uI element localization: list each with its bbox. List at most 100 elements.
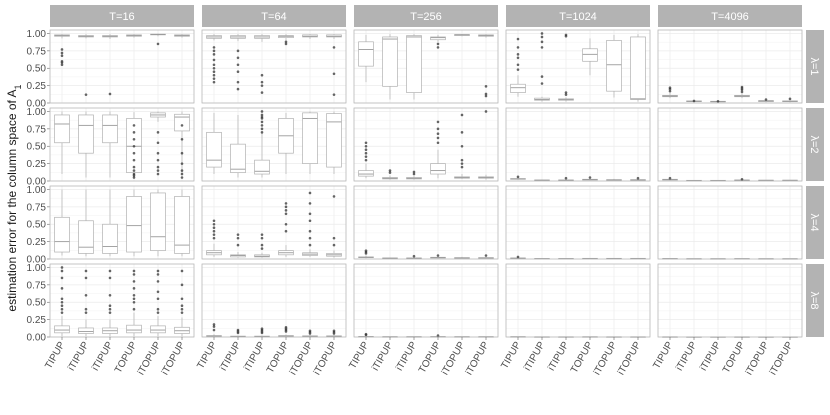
outlier-point xyxy=(60,51,64,55)
column-strip-label: T=64 xyxy=(261,11,286,23)
outlier-point xyxy=(460,144,464,148)
box-TIPUP xyxy=(54,266,70,337)
outlier-point xyxy=(212,53,216,56)
box-iqr xyxy=(230,143,246,174)
outlier-point xyxy=(308,191,312,195)
outlier-point xyxy=(156,297,160,301)
y-tick-label: 0.75 xyxy=(27,280,47,291)
outlier-point xyxy=(540,82,544,85)
panel-border xyxy=(201,263,347,338)
outlier-point xyxy=(540,40,544,44)
outlier-point xyxy=(180,172,184,176)
outlier-point xyxy=(516,56,520,60)
outlier-point xyxy=(332,236,336,240)
x-tick-label: iTOPUP xyxy=(312,340,340,377)
y-tick-label: 1.00 xyxy=(27,29,47,40)
box-iqr xyxy=(78,327,94,334)
box-TIPUP xyxy=(206,323,222,337)
panel-border xyxy=(353,185,499,260)
outlier-point xyxy=(132,137,136,141)
box-TIPUP xyxy=(510,37,526,97)
outlier-point xyxy=(668,89,672,93)
panel-λ=1-T=1024 xyxy=(505,29,651,104)
y-tick-label: 1.00 xyxy=(27,107,47,118)
box-TOPUP xyxy=(278,112,294,175)
box-iqr xyxy=(406,35,422,93)
outlier-point xyxy=(132,273,136,276)
box-iqr xyxy=(102,114,118,144)
box-TIPUP xyxy=(662,86,678,99)
x-tick-label: iTIPUP xyxy=(394,340,420,373)
outlier-point xyxy=(412,170,416,174)
outlier-point xyxy=(332,93,336,96)
box-iTOPUP xyxy=(150,189,166,257)
outlier-point xyxy=(236,236,240,240)
outlier-point xyxy=(156,42,160,46)
x-tick-label: iTIPUP xyxy=(370,340,396,373)
box-TIPUP xyxy=(358,249,374,259)
box-iTIPUP xyxy=(406,254,422,259)
outlier-point xyxy=(540,32,544,35)
panel-λ=2-T=16 xyxy=(49,107,195,182)
outlier-point xyxy=(308,212,312,216)
outlier-point xyxy=(108,276,112,280)
outlier-point xyxy=(156,141,160,145)
outlier-point xyxy=(484,85,488,88)
outlier-point xyxy=(364,158,368,162)
outlier-point xyxy=(236,56,240,60)
box-iqr xyxy=(54,325,70,334)
outlier-point xyxy=(516,255,520,259)
outlier-point xyxy=(212,73,216,77)
y-tick-label: 0.50 xyxy=(27,64,47,75)
box-TIPUP xyxy=(54,189,70,256)
panel-background xyxy=(50,186,194,259)
x-tick-label: iTOPUP xyxy=(616,340,644,377)
x-tick-label: iTIPUP xyxy=(218,340,244,373)
panel-background xyxy=(506,30,650,103)
y-tick-label: 0.50 xyxy=(27,220,47,231)
outlier-point xyxy=(132,144,136,148)
x-tick-label: TIPUP xyxy=(499,340,523,371)
column-strip-label: T=16 xyxy=(109,11,134,23)
outlier-point xyxy=(60,304,64,308)
outlier-point xyxy=(156,131,160,134)
outlier-point xyxy=(364,151,368,155)
box-TIPUP xyxy=(510,175,526,180)
panel-λ=1-T=64 xyxy=(201,29,347,104)
box-iTIPUP xyxy=(558,33,574,102)
outlier-point xyxy=(308,219,312,223)
outlier-point xyxy=(364,332,368,336)
outlier-point xyxy=(332,195,336,198)
panel-background xyxy=(50,108,194,181)
box-iqr xyxy=(358,41,374,67)
outlier-point xyxy=(260,327,264,330)
box-iqr xyxy=(510,83,526,93)
panel-background xyxy=(50,30,194,103)
panel-λ=1-T=4096 xyxy=(657,29,803,104)
panel-λ=8-T=256 xyxy=(353,263,499,338)
box-iTOPUP xyxy=(630,34,646,102)
box-iqr xyxy=(54,114,70,144)
outlier-point xyxy=(460,113,464,117)
outlier-point xyxy=(284,209,288,212)
outlier-point xyxy=(132,269,136,273)
outlier-point xyxy=(156,165,160,169)
x-tick-label: iTOPUP xyxy=(464,340,492,377)
box-TOPUP xyxy=(278,325,294,337)
outlier-point xyxy=(156,290,160,294)
box-iTIPUP xyxy=(254,233,270,258)
box-iqr xyxy=(430,36,446,41)
outlier-point xyxy=(84,276,88,280)
y-tick-label: 0.25 xyxy=(27,237,47,248)
box-TIPUP xyxy=(662,176,678,181)
box-iqr xyxy=(126,196,142,253)
panel-border xyxy=(49,185,195,260)
box-iTIPUP xyxy=(382,169,398,180)
outlier-point xyxy=(636,176,640,180)
box-iTOPUP xyxy=(326,329,342,337)
outlier-point xyxy=(436,127,440,131)
box-iqr xyxy=(150,325,166,334)
outlier-point xyxy=(412,172,416,176)
outlier-point xyxy=(436,136,440,140)
x-tick-label: iTIPUP xyxy=(674,340,700,373)
